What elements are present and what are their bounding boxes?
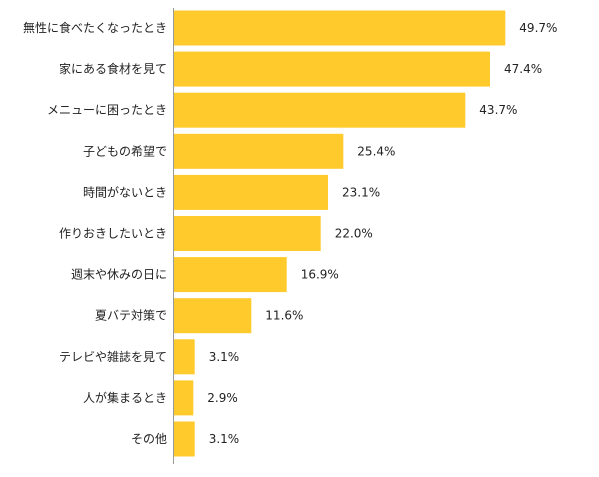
category-label: 子どもの希望で [83, 143, 167, 158]
value-labels-group: 49.7% 47.4% 43.7% 25.4% 23.1% 22.0% 16.9% 11.6%… [207, 21, 557, 446]
bar [174, 339, 195, 375]
bars-group [174, 10, 506, 457]
category-label: 夏バテ対策で [95, 309, 167, 323]
value-label: 25.4% [357, 144, 395, 158]
bar [174, 257, 287, 293]
bar [174, 10, 506, 46]
bar [174, 92, 466, 128]
value-label: 22.0% [335, 227, 373, 241]
value-label: 2.9% [207, 391, 238, 405]
value-label: 47.4% [504, 62, 542, 76]
value-label: 49.7% [519, 21, 557, 35]
category-labels-group: 無性に食べたくなったとき家にある食材を見てメニューに困ったとき子どもの希望で時間… [23, 20, 167, 446]
category-label: 週末や休みの日に [71, 268, 167, 282]
value-label: 23.1% [342, 185, 380, 199]
bar [174, 51, 490, 87]
value-label: 11.6% [265, 309, 303, 323]
category-label: メニューに困ったとき [47, 103, 167, 117]
bar [174, 174, 328, 210]
value-label: 43.7% [479, 103, 517, 117]
bar [174, 298, 252, 334]
category-label: 時間がないとき [83, 184, 167, 199]
bar [174, 421, 195, 457]
bar [174, 380, 194, 416]
category-label: 無性に食べたくなったとき [23, 20, 167, 35]
bar [174, 216, 321, 251]
category-label: 人が集まるとき [83, 390, 167, 405]
value-label: 16.9% [301, 268, 339, 282]
value-label: 3.1% [209, 432, 240, 446]
category-label: テレビや雑誌を見て [59, 349, 167, 364]
value-label: 3.1% [209, 350, 240, 364]
bar [174, 133, 344, 169]
category-label: その他 [131, 432, 167, 446]
category-label: 作りおきしたいとき [59, 227, 167, 241]
category-label: 家にある食材を見て [59, 61, 167, 76]
